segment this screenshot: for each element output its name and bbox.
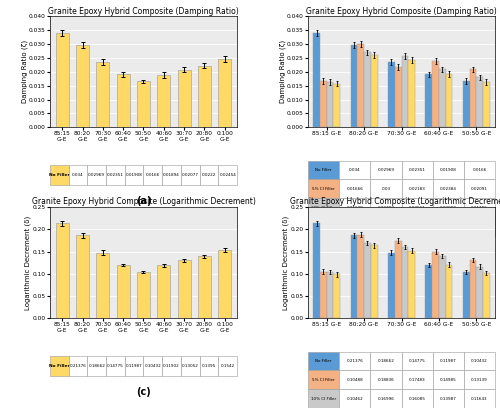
Y-axis label: Logarithmic Decrement (δ): Logarithmic Decrement (δ) [25, 215, 32, 310]
Title: Granite Epoxy Hybrid Composite (Damping Ratio): Granite Epoxy Hybrid Composite (Damping … [306, 7, 497, 16]
Bar [426, 265, 432, 318]
Bar [157, 265, 170, 318]
Y-axis label: Logarithmic Decrement (δ): Logarithmic Decrement (δ) [283, 215, 290, 310]
Bar [439, 69, 446, 127]
Bar [157, 75, 170, 127]
Bar [178, 260, 190, 318]
Bar [178, 70, 190, 127]
Bar [463, 272, 469, 318]
Bar [476, 266, 483, 318]
Bar [408, 251, 415, 318]
Bar [198, 66, 211, 127]
Bar [408, 60, 415, 127]
Bar [56, 223, 69, 318]
Bar [96, 253, 110, 318]
Bar [218, 59, 232, 127]
Bar [314, 33, 320, 127]
Bar [402, 56, 408, 127]
Bar [350, 235, 358, 318]
Bar [371, 245, 378, 318]
Bar [218, 250, 232, 318]
Y-axis label: Damping Ratio (ζ): Damping Ratio (ζ) [279, 40, 285, 103]
Bar [388, 253, 395, 318]
Bar [364, 243, 371, 318]
Bar [76, 235, 89, 318]
Bar [476, 78, 483, 127]
Bar [439, 256, 446, 318]
Bar [395, 67, 402, 127]
Bar [116, 265, 130, 318]
Title: Granite Epoxy Hybrid Composite (Logarithmic Decrement): Granite Epoxy Hybrid Composite (Logarith… [32, 197, 256, 206]
Title: Granite Epoxy Hybrid Composite (Damping Ratio): Granite Epoxy Hybrid Composite (Damping … [48, 7, 239, 16]
Title: Granite Epoxy Hybrid Composite (Logarithmic Decrement): Granite Epoxy Hybrid Composite (Logarith… [290, 197, 500, 206]
Bar [364, 52, 371, 127]
Bar [314, 223, 320, 318]
Bar [137, 272, 150, 318]
Bar [470, 260, 476, 318]
Bar [470, 69, 476, 127]
Text: (c): (c) [136, 387, 151, 397]
Bar [446, 265, 452, 318]
Bar [116, 74, 130, 127]
Text: (a): (a) [136, 196, 151, 206]
Bar [483, 273, 490, 318]
Bar [395, 241, 402, 318]
Bar [463, 81, 469, 127]
Bar [334, 84, 340, 127]
Bar [358, 235, 364, 318]
Y-axis label: Damping Ratio (ζ): Damping Ratio (ζ) [21, 40, 28, 103]
Bar [334, 274, 340, 318]
Bar [402, 247, 408, 318]
Bar [483, 82, 490, 127]
Bar [96, 62, 110, 127]
Bar [320, 272, 326, 318]
Bar [326, 82, 334, 127]
Bar [371, 55, 378, 127]
Text: (b): (b) [394, 247, 409, 257]
Bar [198, 256, 211, 318]
Bar [432, 61, 439, 127]
Bar [56, 33, 69, 127]
Bar [426, 74, 432, 127]
Bar [432, 252, 439, 318]
Bar [358, 44, 364, 127]
Bar [350, 45, 358, 127]
Bar [326, 272, 334, 318]
Bar [137, 81, 150, 127]
Bar [388, 62, 395, 127]
Bar [76, 45, 89, 127]
Bar [320, 81, 326, 127]
Bar [446, 74, 452, 127]
